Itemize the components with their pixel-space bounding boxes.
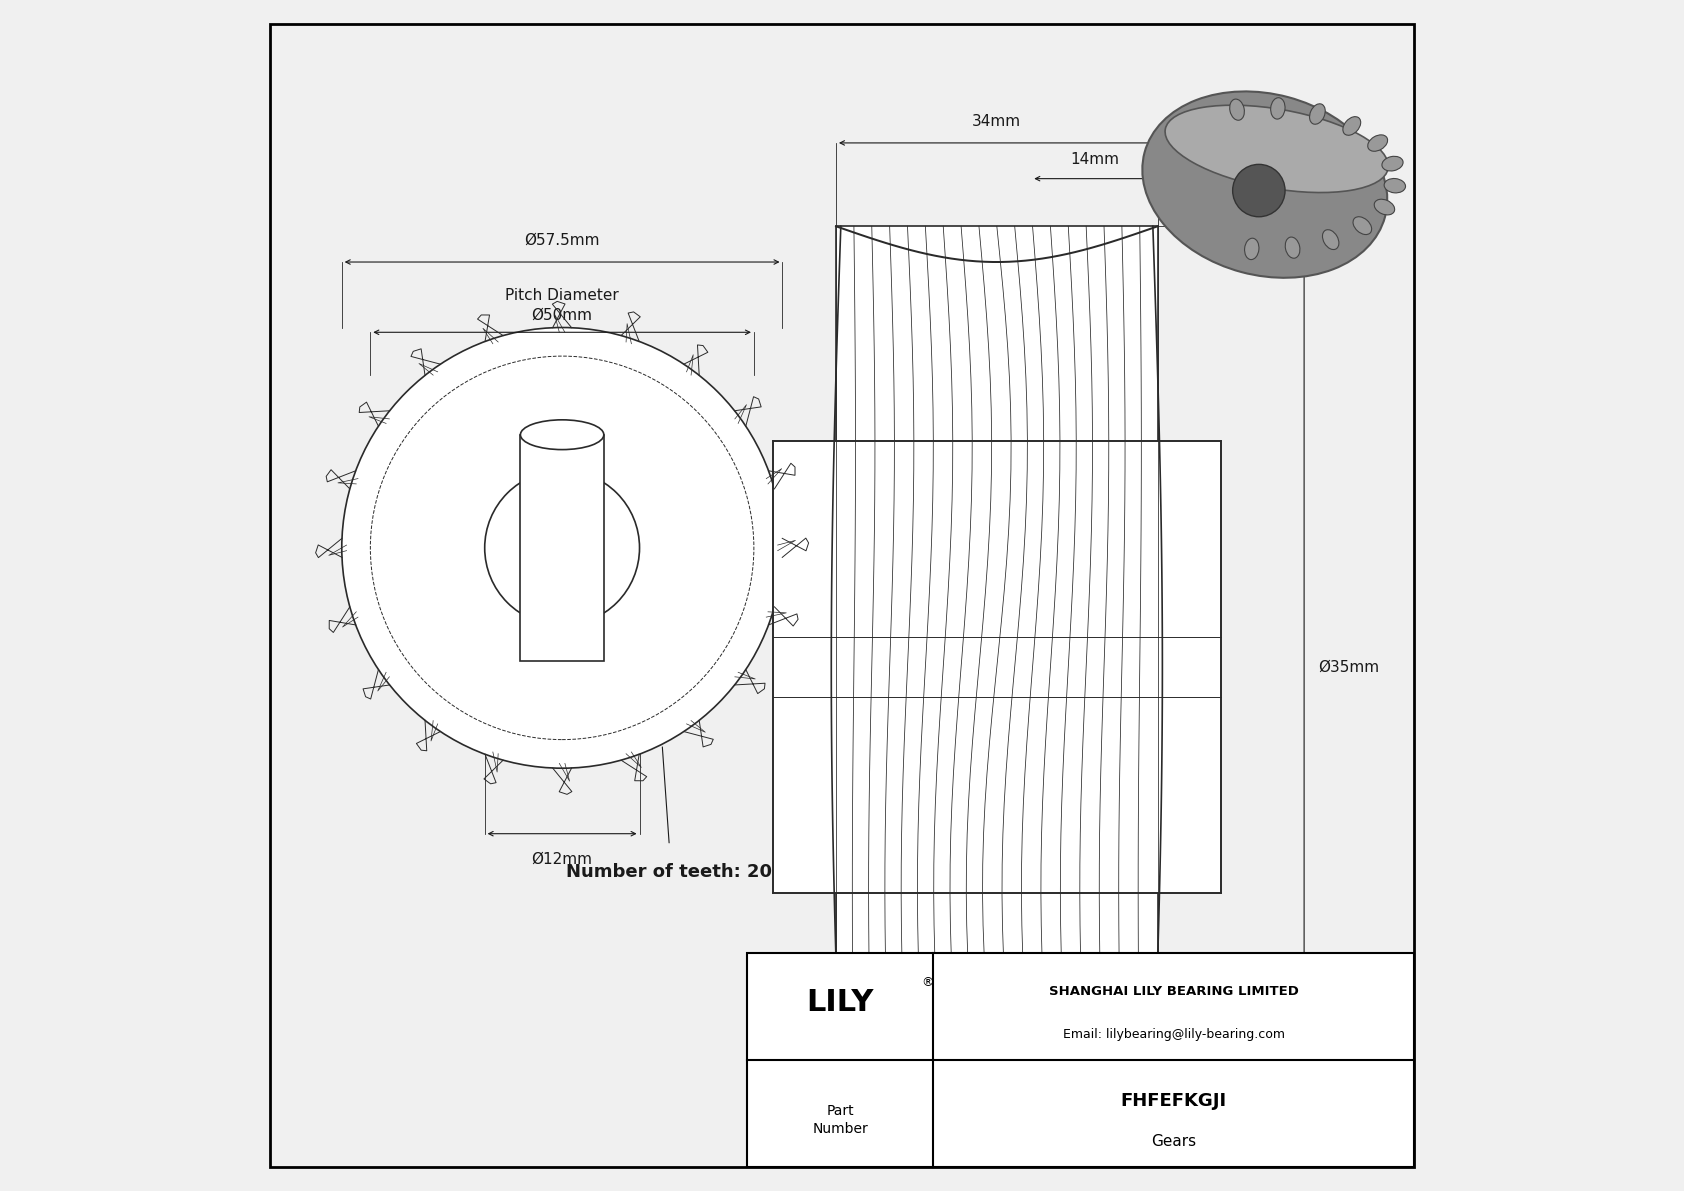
Bar xyxy=(835,226,1157,1108)
Ellipse shape xyxy=(1352,217,1372,235)
Text: FHFEFKGJI: FHFEFKGJI xyxy=(1120,1092,1226,1110)
Ellipse shape xyxy=(1271,98,1285,119)
Bar xyxy=(773,441,1221,893)
Text: Ø50mm: Ø50mm xyxy=(532,307,593,323)
Text: Ø35mm: Ø35mm xyxy=(1319,660,1379,674)
Text: Ø12mm: Ø12mm xyxy=(532,852,593,867)
Text: Email: lilybearing@lily-bearing.com: Email: lilybearing@lily-bearing.com xyxy=(1063,1028,1285,1041)
Ellipse shape xyxy=(1229,99,1244,120)
Bar xyxy=(520,435,605,661)
Ellipse shape xyxy=(1383,156,1403,172)
Circle shape xyxy=(342,328,783,768)
Text: 14mm: 14mm xyxy=(1069,151,1118,167)
Text: Number of teeth: 20: Number of teeth: 20 xyxy=(566,863,773,881)
Ellipse shape xyxy=(520,420,605,450)
Ellipse shape xyxy=(1322,230,1339,250)
Ellipse shape xyxy=(1165,105,1388,193)
Text: Gears: Gears xyxy=(1150,1134,1196,1149)
Ellipse shape xyxy=(1142,92,1388,278)
Ellipse shape xyxy=(1367,135,1388,151)
Text: SHANGHAI LILY BEARING LIMITED: SHANGHAI LILY BEARING LIMITED xyxy=(1049,985,1298,998)
Text: Ø57.5mm: Ø57.5mm xyxy=(524,232,600,248)
Ellipse shape xyxy=(1384,179,1406,193)
Text: Pitch Diameter: Pitch Diameter xyxy=(505,287,620,303)
Ellipse shape xyxy=(1342,117,1361,136)
Text: Part
Number: Part Number xyxy=(812,1104,867,1136)
Text: LILY: LILY xyxy=(807,987,874,1017)
Ellipse shape xyxy=(1374,199,1394,214)
Text: ®: ® xyxy=(921,977,933,990)
Circle shape xyxy=(1233,164,1285,217)
Circle shape xyxy=(485,470,640,625)
Text: 34mm: 34mm xyxy=(972,113,1022,129)
Ellipse shape xyxy=(1285,237,1300,258)
Ellipse shape xyxy=(1244,238,1260,260)
Ellipse shape xyxy=(1310,104,1325,124)
Bar xyxy=(746,953,1413,1167)
